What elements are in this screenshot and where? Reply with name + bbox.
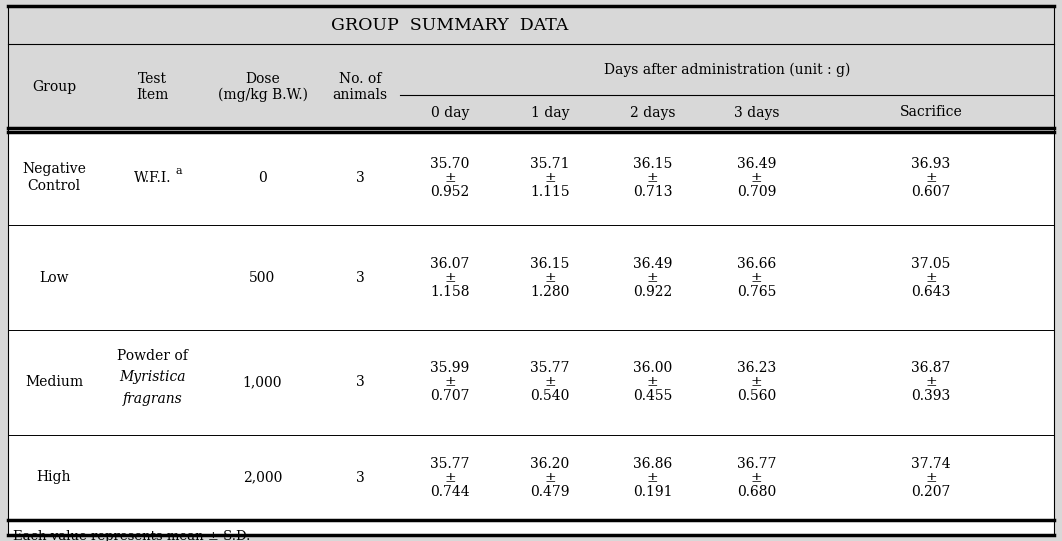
Text: 36.15: 36.15 <box>530 256 569 270</box>
Text: Group: Group <box>32 80 76 94</box>
Text: 0.707: 0.707 <box>430 390 469 404</box>
Text: Myristica: Myristica <box>119 371 186 385</box>
Text: 0.393: 0.393 <box>911 390 950 404</box>
Text: 0.560: 0.560 <box>737 390 776 404</box>
Text: 37.05: 37.05 <box>911 256 950 270</box>
Text: ±: ± <box>925 375 937 390</box>
Text: GROUP  SUMMARY  DATA: GROUP SUMMARY DATA <box>331 16 568 34</box>
Text: 0.952: 0.952 <box>430 184 469 199</box>
Text: ±: ± <box>444 375 456 390</box>
Text: 0.643: 0.643 <box>911 285 950 299</box>
Text: Sacrifice: Sacrifice <box>900 105 962 120</box>
Text: 35.77: 35.77 <box>430 457 469 471</box>
Text: 0.540: 0.540 <box>530 390 569 404</box>
Text: 0.479: 0.479 <box>530 485 569 498</box>
Text: ±: ± <box>751 471 763 485</box>
Text: 36.07: 36.07 <box>430 256 469 270</box>
Text: ±: ± <box>751 170 763 184</box>
Text: 0.744: 0.744 <box>430 485 469 498</box>
Text: ±: ± <box>751 375 763 390</box>
Text: 0.455: 0.455 <box>633 390 672 404</box>
Text: 0.207: 0.207 <box>911 485 950 498</box>
Text: 1.280: 1.280 <box>530 285 569 299</box>
Text: 500: 500 <box>250 270 276 285</box>
Text: 1.115: 1.115 <box>530 184 570 199</box>
Text: Test
Item: Test Item <box>136 72 169 102</box>
Text: Medium: Medium <box>24 375 83 390</box>
Text: 0.680: 0.680 <box>737 485 776 498</box>
Text: ±: ± <box>647 471 658 485</box>
Text: ±: ± <box>647 375 658 390</box>
Text: 36.66: 36.66 <box>737 256 776 270</box>
Text: 36.87: 36.87 <box>911 361 950 375</box>
Text: 35.99: 35.99 <box>430 361 469 375</box>
Text: 3: 3 <box>356 471 364 485</box>
Text: ±: ± <box>544 270 555 285</box>
Text: 36.49: 36.49 <box>633 256 672 270</box>
Text: No. of
animals: No. of animals <box>332 72 388 102</box>
Text: fragrans: fragrans <box>122 393 183 406</box>
Text: ±: ± <box>544 375 555 390</box>
Text: 0.607: 0.607 <box>911 184 950 199</box>
Text: 36.00: 36.00 <box>633 361 672 375</box>
Text: Low: Low <box>39 270 69 285</box>
Text: 0.765: 0.765 <box>737 285 776 299</box>
Text: ±: ± <box>751 270 763 285</box>
Text: ±: ± <box>444 471 456 485</box>
Text: 0.191: 0.191 <box>633 485 672 498</box>
Text: 36.93: 36.93 <box>911 156 950 170</box>
Text: 3: 3 <box>356 270 364 285</box>
Text: 2 days: 2 days <box>630 105 675 120</box>
Text: Each value represents mean ± S.D.: Each value represents mean ± S.D. <box>13 530 251 541</box>
Bar <box>8 44 1054 130</box>
Text: 36.86: 36.86 <box>633 457 672 471</box>
Text: 35.70: 35.70 <box>430 156 469 170</box>
Text: 1,000: 1,000 <box>243 375 282 390</box>
Text: 3: 3 <box>356 170 364 184</box>
Text: 3 days: 3 days <box>734 105 780 120</box>
Text: 37.74: 37.74 <box>911 457 950 471</box>
Text: 0: 0 <box>258 170 267 184</box>
Text: ±: ± <box>925 471 937 485</box>
Text: a: a <box>175 166 182 175</box>
Text: Powder of: Powder of <box>117 348 188 362</box>
Text: 0 day: 0 day <box>431 105 469 120</box>
Text: 35.71: 35.71 <box>530 156 569 170</box>
Text: W.F.I.: W.F.I. <box>134 170 171 184</box>
Text: ±: ± <box>647 170 658 184</box>
Text: Dose
(mg/kg B.W.): Dose (mg/kg B.W.) <box>218 71 308 102</box>
Text: ±: ± <box>444 270 456 285</box>
Text: 36.77: 36.77 <box>737 457 776 471</box>
Text: 2,000: 2,000 <box>243 471 282 485</box>
Text: 0.709: 0.709 <box>737 184 776 199</box>
Text: 1.158: 1.158 <box>430 285 469 299</box>
Text: 3: 3 <box>356 375 364 390</box>
Bar <box>8 6 1054 44</box>
Text: ±: ± <box>925 170 937 184</box>
Text: 36.20: 36.20 <box>530 457 569 471</box>
Text: ±: ± <box>544 170 555 184</box>
Text: 0.922: 0.922 <box>633 285 672 299</box>
Text: High: High <box>37 471 71 485</box>
Text: Negative
Control: Negative Control <box>22 162 86 193</box>
Text: ±: ± <box>925 270 937 285</box>
Text: ±: ± <box>647 270 658 285</box>
Text: Days after administration (unit : g): Days after administration (unit : g) <box>604 62 851 77</box>
Text: 0.713: 0.713 <box>633 184 672 199</box>
Text: 36.23: 36.23 <box>737 361 776 375</box>
Text: 35.77: 35.77 <box>530 361 569 375</box>
Text: 36.15: 36.15 <box>633 156 672 170</box>
Text: 36.49: 36.49 <box>737 156 776 170</box>
Text: ±: ± <box>544 471 555 485</box>
Text: 1 day: 1 day <box>531 105 569 120</box>
Text: ±: ± <box>444 170 456 184</box>
